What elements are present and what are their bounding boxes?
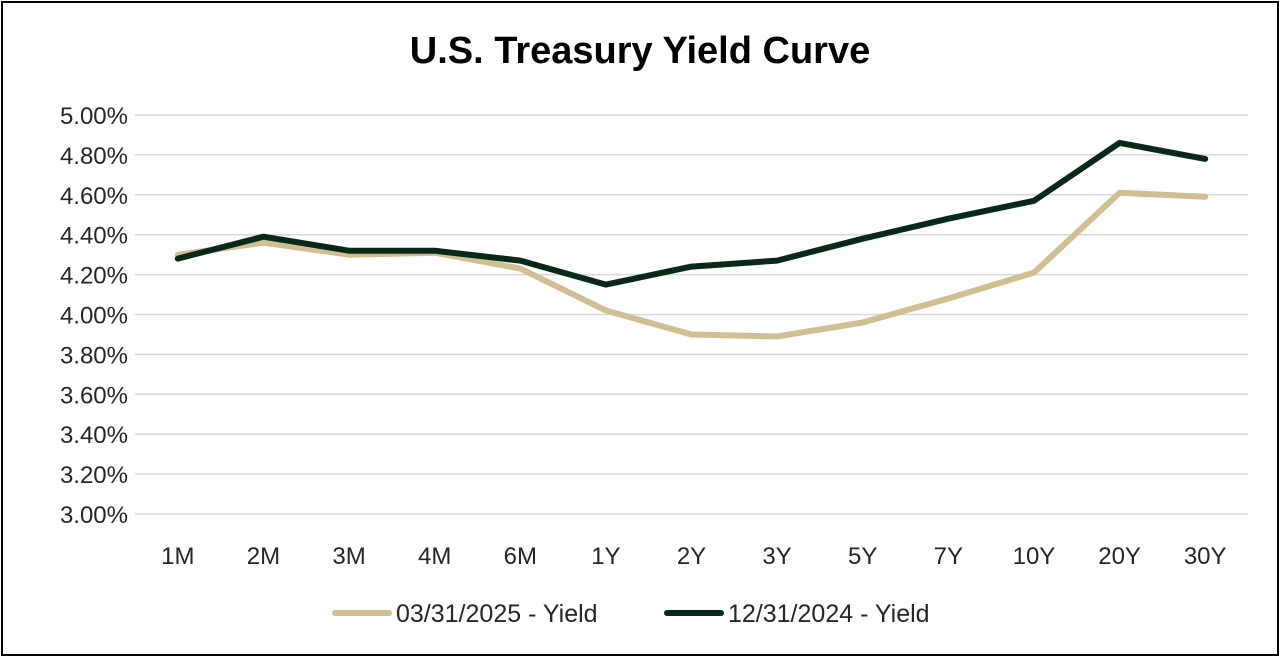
y-tick-label: 3.80% bbox=[60, 342, 128, 369]
x-tick-label: 6M bbox=[504, 543, 537, 570]
x-tick-label: 10Y bbox=[1013, 543, 1056, 570]
x-tick-label: 20Y bbox=[1098, 543, 1141, 570]
y-tick-label: 3.60% bbox=[60, 382, 128, 409]
y-tick-label: 3.00% bbox=[60, 502, 128, 529]
x-tick-label: 1Y bbox=[591, 543, 620, 570]
x-tick-label: 2M bbox=[247, 543, 280, 570]
y-tick-label: 4.60% bbox=[60, 183, 128, 210]
series-lines bbox=[174, 139, 1209, 340]
gridlines bbox=[135, 114, 1248, 515]
chart-title: U.S. Treasury Yield Curve bbox=[409, 30, 871, 72]
x-tick-label: 3Y bbox=[762, 543, 791, 570]
legend-label-1: 03/31/2025 - Yield bbox=[396, 600, 598, 628]
x-tick-label: 2Y bbox=[677, 543, 706, 570]
x-tick-label: 3M bbox=[332, 543, 365, 570]
y-tick-label: 3.20% bbox=[60, 462, 128, 489]
y-tick-label: 4.00% bbox=[60, 303, 128, 330]
y-axis-ticks: 3.00% 3.20% 3.40% 3.60% 3.80% 4.00% 4.20% 4.40%… bbox=[60, 103, 128, 529]
legend: 03/31/2025 - Yield 12/31/2024 - Yield bbox=[332, 600, 930, 628]
y-tick-label: 4.40% bbox=[60, 223, 128, 250]
series-line-1 bbox=[174, 189, 1209, 340]
x-tick-label: 7Y bbox=[934, 543, 963, 570]
x-tick-label: 4M bbox=[418, 543, 451, 570]
legend-label-2: 12/31/2024 - Yield bbox=[728, 600, 930, 628]
y-tick-label: 5.00% bbox=[60, 103, 128, 130]
x-tick-label: 5Y bbox=[848, 543, 877, 570]
series-line-2 bbox=[174, 139, 1209, 288]
x-axis-ticks: 1M 2M 3M 4M 6M 1Y 2Y 3Y 5Y 7Y 10Y 20Y 30Y bbox=[161, 543, 1226, 570]
x-tick-label: 30Y bbox=[1184, 543, 1227, 570]
y-tick-label: 4.20% bbox=[60, 263, 128, 290]
y-tick-label: 3.40% bbox=[60, 422, 128, 449]
y-tick-label: 4.80% bbox=[60, 143, 128, 170]
x-tick-label: 1M bbox=[161, 543, 194, 570]
